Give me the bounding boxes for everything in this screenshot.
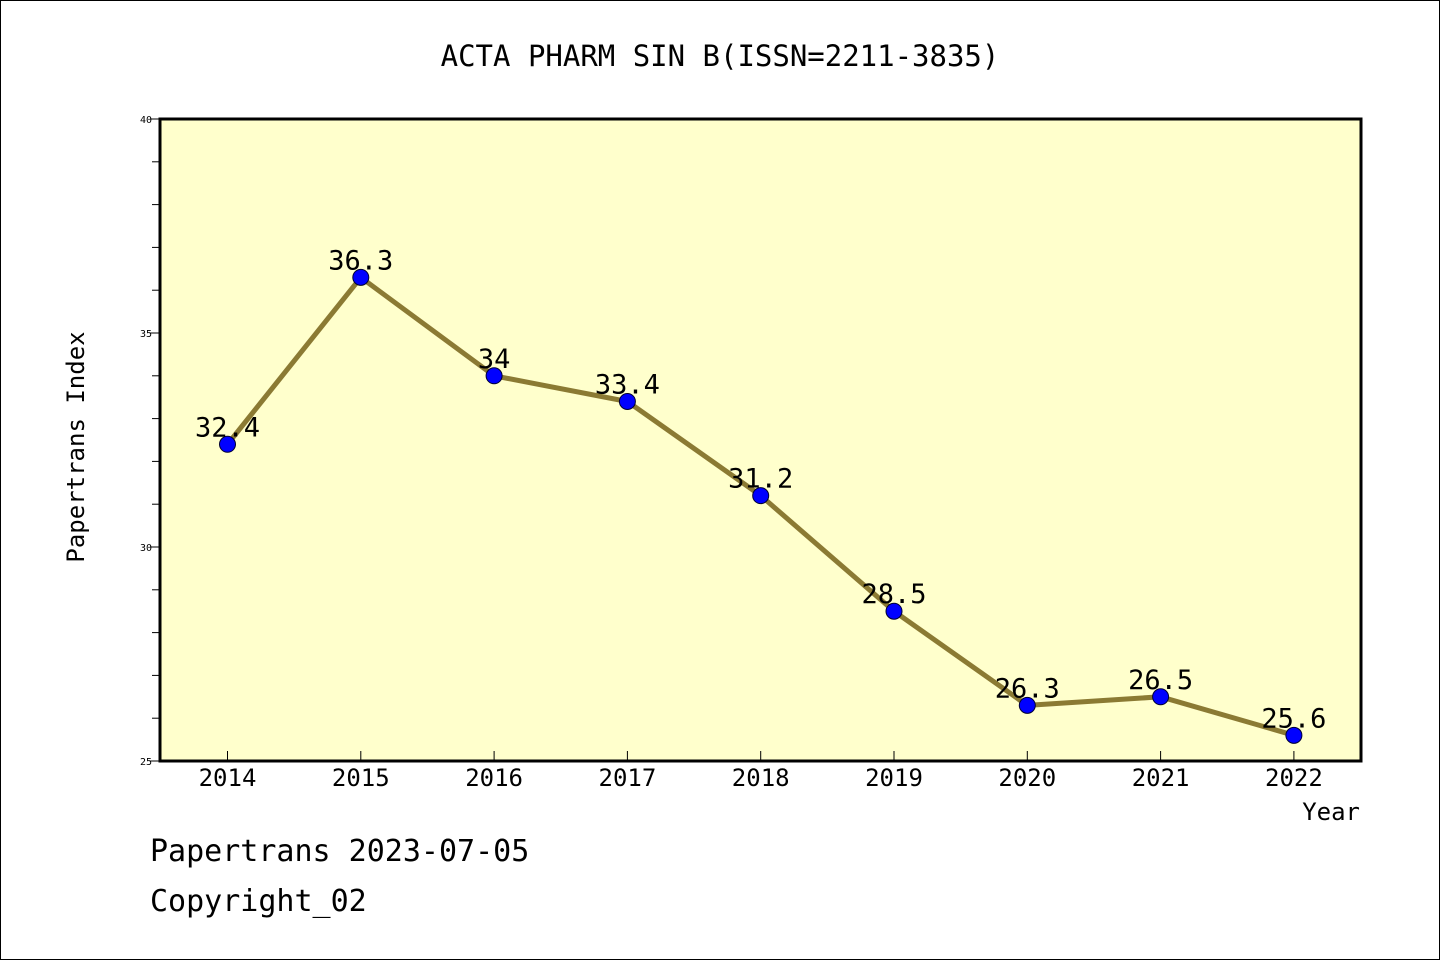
y-axis: 25 30 35 40 [140,115,160,768]
data-label: 25.6 [1261,703,1326,734]
data-labels: 32.4 36.3 34 33.4 31.2 28.5 26.3 26.5 25.6 [195,245,1326,734]
y-axis-label: Papertrans Index [62,331,90,562]
x-tick-label: 2021 [1132,764,1190,792]
data-label: 31.2 [728,464,793,495]
data-label: 26.3 [995,673,1060,704]
x-tick-label: 2022 [1265,764,1323,792]
series-markers [219,268,1303,744]
data-point [1285,726,1303,744]
data-point [485,367,503,385]
data-point [885,602,903,620]
data-point [752,487,770,505]
data-label: 32.4 [195,412,260,443]
data-label: 26.5 [1128,665,1193,696]
x-tick-label: 2015 [332,764,390,792]
y-tick-label: 40 [140,115,152,126]
data-point [1018,696,1036,714]
chart-title: ACTA PHARM SIN B(ISSN=2211-3835) [441,39,1000,73]
data-point [1152,688,1170,706]
x-tick-label: 2018 [732,764,790,792]
x-axis-label: Year [1302,798,1360,826]
x-tick-label: 2020 [998,764,1056,792]
data-point [352,268,370,286]
data-label: 36.3 [328,245,393,276]
data-label: 33.4 [595,369,660,400]
y-tick-label: 35 [140,329,152,340]
data-label: 28.5 [861,579,926,610]
footer-date: Papertrans 2023-07-05 [150,834,530,869]
plot-area [158,117,1363,763]
x-tick-label: 2017 [599,764,657,792]
data-label: 34 [478,344,511,375]
y-tick-label: 25 [140,757,152,768]
footer-copyright: Copyright_02 [150,884,367,919]
y-tick-label: 30 [140,543,152,554]
x-tick-label: 2014 [199,764,257,792]
x-tick-label: 2019 [865,764,923,792]
x-axis: 2014 2015 2016 2017 2018 2019 2020 2021 2022 [199,751,1323,792]
data-point [618,392,636,410]
data-point [219,435,236,453]
x-tick-label: 2016 [465,764,523,792]
